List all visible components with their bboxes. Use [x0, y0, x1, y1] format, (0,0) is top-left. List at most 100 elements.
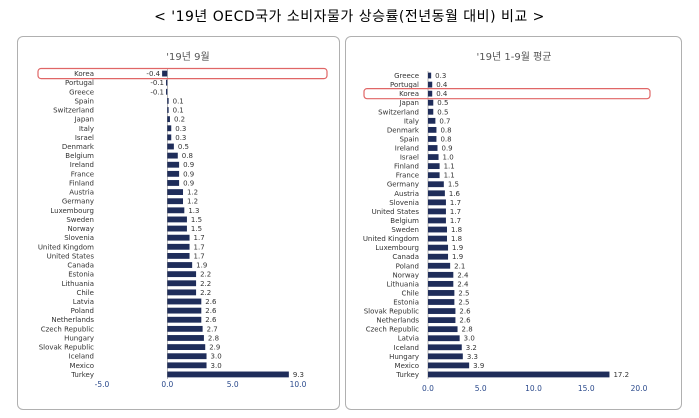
value-label: 0.8 [440, 135, 451, 143]
value-label: 3.0 [211, 353, 222, 361]
category-label: Sweden [66, 216, 94, 224]
highlight-box [37, 67, 328, 80]
category-label: Canada [392, 253, 419, 261]
value-label: 3.3 [467, 353, 478, 361]
category-label: Denmark [387, 126, 420, 134]
bar [167, 289, 197, 296]
value-label: 2.2 [200, 289, 211, 297]
bar [167, 125, 172, 132]
value-label: 0.3 [175, 125, 186, 133]
value-label: 3.0 [464, 335, 475, 343]
category-label: Belgium [65, 152, 94, 160]
value-label: 2.6 [205, 316, 217, 324]
category-label: Turkey [395, 371, 419, 379]
category-label: Italy [79, 125, 94, 133]
category-label: Czech Republic [366, 326, 419, 334]
value-label: 0.5 [437, 108, 448, 116]
value-label: 2.4 [457, 280, 469, 288]
category-label: Estonia [393, 299, 419, 307]
value-label: 2.5 [458, 299, 469, 307]
value-label: 0.1 [173, 107, 184, 115]
bar [167, 189, 184, 196]
category-label: Luxembourg [375, 244, 419, 252]
value-label: 3.2 [466, 344, 477, 352]
value-label: 0.9 [183, 179, 194, 187]
bar [428, 308, 456, 314]
bar [428, 371, 610, 378]
category-label: Poland [396, 262, 419, 270]
value-label: 1.7 [194, 252, 205, 260]
category-label: Greece [69, 88, 94, 96]
category-label: Iceland [394, 344, 419, 352]
category-label: Luxembourg [50, 207, 94, 215]
page-title: < '19년 OECD국가 소비자물가 상승률(전년동월 대비) 비교 > [154, 9, 545, 25]
highlight-box [363, 88, 651, 100]
chart-title: '19년 1-9월 평균 [477, 51, 552, 63]
bar [167, 280, 197, 287]
value-label: 1.9 [452, 253, 463, 261]
value-label: 2.9 [209, 344, 220, 352]
category-label: Austria [394, 190, 419, 198]
bar [167, 207, 185, 214]
category-label: Portugal [390, 81, 419, 89]
category-label: Slovenia [64, 234, 94, 242]
bar [167, 271, 197, 278]
value-label: 0.1 [173, 97, 184, 105]
chart-panel-jan-sep-average: '19년 1-9월 평균 Greece 0.3 Portugal 0.4 Korea 0.4… [345, 36, 682, 410]
value-label: 0.5 [178, 143, 189, 151]
category-label: Ireland [70, 161, 94, 169]
value-label: 0.3 [175, 134, 186, 142]
value-label: 1.6 [449, 190, 461, 198]
category-label: Canada [67, 262, 94, 270]
category-label: Switzerland [378, 108, 419, 116]
category-label: France [71, 170, 94, 178]
value-label: 2.2 [200, 280, 211, 288]
bar [428, 108, 434, 115]
bar [428, 208, 446, 215]
x-tick-label: 0.0 [161, 380, 173, 389]
value-label: 3.9 [473, 362, 484, 370]
bar [428, 217, 446, 224]
value-label: 2.7 [207, 325, 218, 333]
category-label: Chile [401, 289, 419, 297]
value-label: 0.7 [439, 117, 450, 125]
bar [167, 170, 180, 177]
category-label: Italy [404, 117, 419, 125]
bar [167, 198, 184, 205]
bar [428, 271, 454, 278]
value-label: 2.6 [459, 317, 471, 325]
value-label: 1.7 [450, 199, 461, 207]
value-label: 2.6 [205, 298, 217, 306]
category-label: France [396, 172, 419, 180]
bar [167, 97, 169, 104]
category-label: Poland [71, 307, 94, 315]
bar [428, 199, 446, 206]
value-label: 1.9 [452, 244, 463, 252]
bar [162, 70, 168, 77]
category-label: Iceland [69, 353, 94, 361]
category-label: Slovak Republic [364, 308, 419, 316]
category-label: Austria [69, 189, 94, 197]
category-label: Germany [62, 198, 94, 206]
category-label: Mexico [395, 362, 419, 370]
value-label: 3.0 [211, 362, 222, 370]
value-label: 1.5 [191, 225, 202, 233]
bar [167, 234, 190, 241]
value-label: 0.3 [435, 72, 446, 80]
category-label: Slovak Republic [39, 344, 94, 352]
category-label: Korea [74, 70, 94, 78]
category-label: Chile [76, 289, 94, 297]
value-label: 2.8 [462, 326, 473, 334]
value-label: 0.9 [183, 170, 194, 178]
bar [428, 344, 462, 351]
value-label: 2.4 [457, 271, 469, 279]
category-label: Spain [399, 135, 419, 143]
category-label: United States [372, 208, 420, 216]
x-tick-label: 10.0 [290, 380, 307, 389]
bar [167, 316, 202, 323]
category-label: Israel [75, 134, 94, 142]
chart-jan-sep-average: '19년 1-9월 평균 Greece 0.3 Portugal 0.4 Korea 0.4… [363, 51, 651, 393]
value-label: 2.8 [208, 334, 219, 342]
category-label: Turkey [70, 371, 94, 379]
bar [428, 145, 438, 151]
